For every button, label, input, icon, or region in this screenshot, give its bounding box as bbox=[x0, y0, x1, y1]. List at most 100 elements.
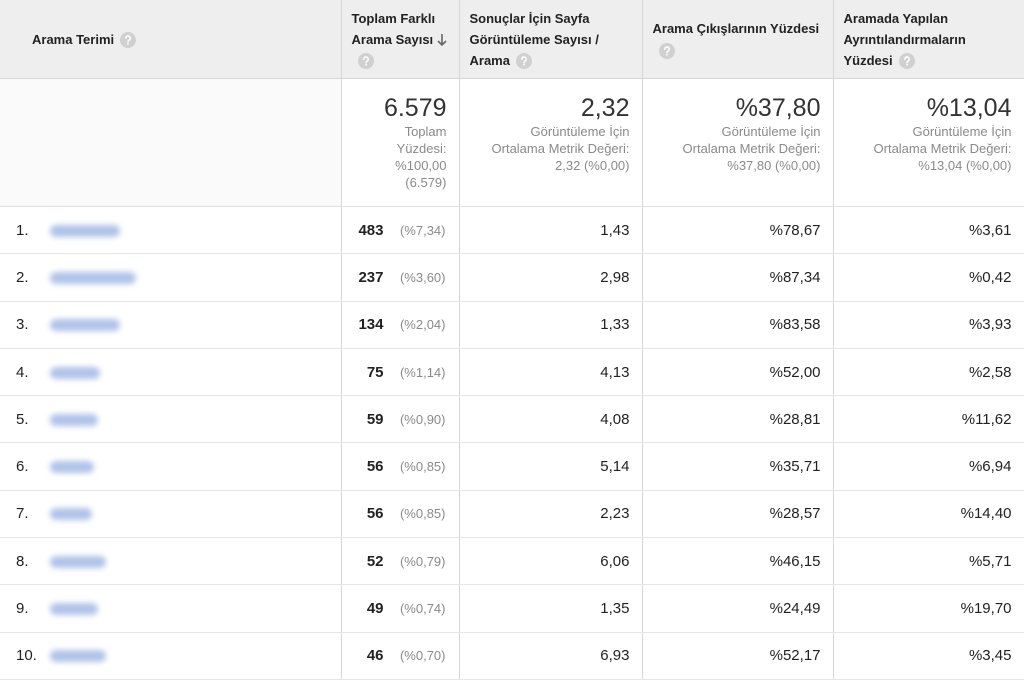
blurred-term[interactable] bbox=[50, 413, 98, 426]
header-inner: Sonuçlar İçin Sayfa Görüntüleme Sayısı /… bbox=[460, 8, 642, 71]
count-percent: (%0,74) bbox=[399, 601, 446, 617]
count-percent: (%3,60) bbox=[399, 269, 446, 285]
help-icon[interactable] bbox=[120, 32, 137, 49]
column-header[interactable]: Sonuçlar İçin Sayfa Görüntüleme Sayısı /… bbox=[459, 0, 643, 79]
total-desc: Ortalama Metrik Değeri: bbox=[682, 141, 821, 156]
row-index: 2. bbox=[16, 268, 29, 286]
data-row[interactable]: 3. 134 (%2,04) 1,33 %83,58 %3,93 bbox=[0, 301, 1024, 349]
metric-cell: %11,62 bbox=[833, 395, 1024, 444]
row-index: 10. bbox=[16, 647, 37, 665]
totals-cell: 6.579 Toplam Yüzdesi: %100,00 (6.579) bbox=[341, 78, 460, 207]
metric-cell: 6,06 bbox=[459, 537, 643, 586]
blurred-term[interactable] bbox=[50, 271, 136, 284]
metric-cell: %28,81 bbox=[642, 395, 834, 444]
total-desc: (6.579) bbox=[405, 175, 447, 190]
metric-cell: %6,94 bbox=[833, 442, 1024, 491]
count: 59 bbox=[366, 410, 384, 428]
metric-cell: %14,40 bbox=[833, 490, 1024, 539]
row-index: 6. bbox=[16, 458, 29, 476]
term-cell: 10. bbox=[0, 632, 342, 680]
data-row[interactable]: 4. 75 (%1,14) 4,13 %52,00 %2,58 bbox=[0, 348, 1024, 397]
metric-cell: 2,23 bbox=[459, 490, 643, 539]
data-row[interactable]: 9. 49 (%0,74) 1,35 %24,49 %19,70 bbox=[0, 584, 1024, 633]
count: 49 bbox=[366, 600, 384, 618]
data-row[interactable]: 6. 56 (%0,85) 5,14 %35,71 %6,94 bbox=[0, 442, 1024, 491]
help-icon[interactable] bbox=[658, 42, 675, 59]
metric-cell: %46,15 bbox=[642, 537, 834, 586]
total-desc: Görüntüleme İçin bbox=[912, 124, 1012, 139]
blurred-term[interactable] bbox=[50, 508, 92, 521]
metric-cell: %2,58 bbox=[833, 348, 1024, 397]
row-index: 1. bbox=[16, 221, 29, 239]
totals-empty bbox=[0, 78, 342, 207]
sort-arrow[interactable] bbox=[436, 33, 448, 47]
row-index: 5. bbox=[16, 410, 29, 428]
count: 483 bbox=[358, 221, 384, 239]
data-row[interactable]: 1. 483 (%7,34) 1,43 %78,67 %3,61 bbox=[0, 206, 1024, 255]
blurred-term[interactable] bbox=[50, 555, 106, 568]
data-row[interactable]: 2. 237 (%3,60) 2,98 %87,34 %0,42 bbox=[0, 253, 1024, 302]
column-header[interactable]: Arama Terimi bbox=[0, 0, 342, 79]
help-icon[interactable] bbox=[515, 53, 532, 70]
metric-cell: 2,98 bbox=[459, 253, 643, 302]
total-desc: 2,32 (%0,00) bbox=[555, 158, 630, 173]
count-cell: 46 (%0,70) bbox=[341, 632, 460, 680]
count-percent: (%2,04) bbox=[399, 317, 446, 333]
metric-cell: %19,70 bbox=[833, 584, 1024, 633]
row-index: 7. bbox=[16, 505, 29, 523]
blurred-term[interactable] bbox=[50, 366, 100, 379]
total-desc: Görüntüleme İçin bbox=[721, 124, 821, 139]
header-inner: Aramada Yapılan Ayrıntılandırmaların Yüz… bbox=[834, 8, 1024, 71]
count: 52 bbox=[366, 552, 384, 570]
count-cell: 52 (%0,79) bbox=[341, 537, 460, 586]
totals-row: 6.579 Toplam Yüzdesi: %100,00 (6.579) 2,32 Gör… bbox=[0, 78, 1024, 207]
blurred-term[interactable] bbox=[50, 319, 120, 332]
metric-cell: %3,93 bbox=[833, 301, 1024, 349]
metric-cell: 4,13 bbox=[459, 348, 643, 397]
count: 237 bbox=[358, 268, 384, 286]
metric-cell: %0,42 bbox=[833, 253, 1024, 302]
column-header[interactable]: Aramada Yapılan Ayrıntılandırmaların Yüz… bbox=[833, 0, 1024, 79]
blurred-term[interactable] bbox=[50, 650, 106, 663]
count-cell: 49 (%0,74) bbox=[341, 584, 460, 633]
total-desc: %37,80 (%0,00) bbox=[727, 158, 821, 173]
total-value: %37,80 bbox=[735, 94, 821, 122]
row-index: 4. bbox=[16, 363, 29, 381]
column-header[interactable]: Toplam Farklı Arama Sayısı bbox=[341, 0, 460, 79]
column-header[interactable]: Arama Çıkışlarının Yüzdesi bbox=[642, 0, 834, 79]
data-row[interactable]: 8. 52 (%0,79) 6,06 %46,15 %5,71 bbox=[0, 537, 1024, 586]
metric-cell: 1,35 bbox=[459, 584, 643, 633]
header-text: Toplam Farklı Arama Sayısı bbox=[351, 10, 436, 47]
count: 134 bbox=[358, 316, 384, 334]
totals-cell: %13,04 Görüntüleme İçin Ortalama Metrik De… bbox=[833, 78, 1024, 207]
metric-cell: %28,57 bbox=[642, 490, 834, 539]
term-cell: 7. bbox=[0, 490, 342, 539]
data-row[interactable]: 7. 56 (%0,85) 2,23 %28,57 %14,40 bbox=[0, 490, 1024, 539]
data-row[interactable]: 5. 59 (%0,90) 4,08 %28,81 %11,62 bbox=[0, 395, 1024, 444]
metric-cell: %52,17 bbox=[642, 632, 834, 680]
metric-cell: %87,34 bbox=[642, 253, 834, 302]
blurred-term[interactable] bbox=[50, 603, 98, 616]
total-value: %13,04 bbox=[926, 94, 1012, 122]
blurred-term[interactable] bbox=[50, 224, 120, 237]
blurred-term[interactable] bbox=[50, 461, 94, 474]
totals-cell: %37,80 Görüntüleme İçin Ortalama Metrik De… bbox=[642, 78, 834, 207]
table-body: 6.579 Toplam Yüzdesi: %100,00 (6.579) 2,32 Gör… bbox=[0, 78, 1024, 680]
total-value: 2,32 bbox=[580, 94, 630, 122]
data-row[interactable]: 10. 46 (%0,70) 6,93 %52,17 %3,45 bbox=[0, 632, 1024, 680]
term-cell: 2. bbox=[0, 253, 342, 302]
metric-cell: %3,61 bbox=[833, 206, 1024, 255]
term-cell: 9. bbox=[0, 584, 342, 633]
count-percent: (%0,70) bbox=[399, 648, 446, 664]
total-desc: Ortalama Metrik Değeri: bbox=[873, 141, 1012, 156]
count-cell: 56 (%0,85) bbox=[341, 442, 460, 491]
help-icon[interactable] bbox=[357, 53, 374, 70]
row-index: 9. bbox=[16, 600, 29, 618]
metric-cell: 5,14 bbox=[459, 442, 643, 491]
total-desc: Ortalama Metrik Değeri: bbox=[491, 141, 630, 156]
help-icon[interactable] bbox=[898, 53, 915, 70]
total-desc: %13,04 (%0,00) bbox=[918, 158, 1012, 173]
count-cell: 56 (%0,85) bbox=[341, 490, 460, 539]
